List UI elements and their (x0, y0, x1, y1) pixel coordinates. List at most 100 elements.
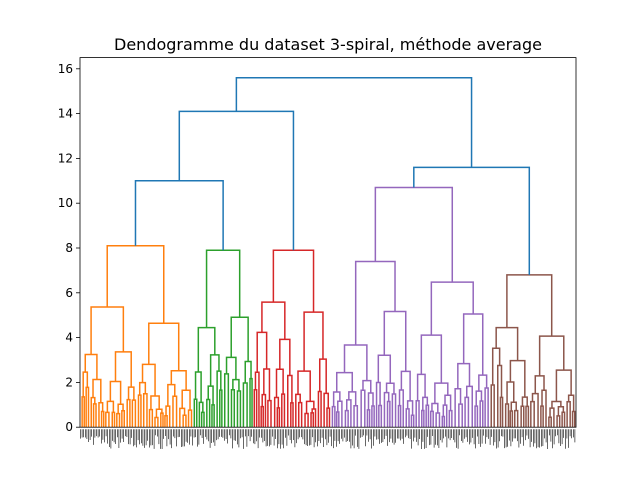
y-tick-label: 10 (58, 196, 73, 210)
cluster-link (167, 383, 176, 407)
cluster-link (318, 358, 327, 394)
cluster-link (506, 381, 515, 404)
cluster-link (499, 396, 504, 428)
cluster-link (458, 403, 463, 428)
cluster-link (127, 386, 135, 401)
cluster-link (260, 405, 264, 428)
chart-title: Dendogramme du dataset 3-spiral, méthode… (114, 35, 542, 54)
cluster-link (182, 414, 187, 428)
cluster-link (362, 379, 372, 393)
cluster-link (555, 369, 572, 402)
cluster-link (354, 260, 396, 345)
cluster-link (391, 393, 397, 428)
cluster-link (405, 408, 410, 428)
cluster-link (82, 371, 89, 397)
cluster-link (385, 382, 395, 394)
cluster-link (164, 415, 168, 428)
y-tick-label: 2 (65, 375, 73, 389)
cluster-link (92, 403, 97, 428)
cluster-link (98, 402, 104, 428)
cluster-link (571, 410, 576, 428)
cluster-link (193, 398, 198, 428)
cluster-link (442, 404, 448, 428)
cluster-link (561, 411, 566, 428)
y-tick-label: 0 (65, 420, 73, 434)
cluster-link (100, 410, 105, 428)
y-axis: 0 2 4 6 8 10 12 14 16 (58, 62, 80, 434)
cluster-link (425, 404, 430, 428)
cluster-link (348, 391, 357, 406)
cluster-link (92, 378, 102, 403)
cluster-link (261, 301, 286, 340)
y-tick-label: 16 (58, 62, 73, 76)
cluster-link (406, 400, 414, 416)
cluster-link (148, 322, 180, 371)
cluster-link (541, 389, 547, 428)
cluster-link (179, 407, 186, 428)
cluster-link (261, 393, 267, 428)
top-link (235, 77, 473, 168)
cluster-link (430, 281, 474, 336)
cluster-link (116, 412, 121, 428)
cluster-link (557, 406, 565, 416)
cluster-link (484, 387, 489, 428)
cluster-link (323, 392, 330, 428)
cluster-link (249, 377, 253, 428)
cluster-link (435, 412, 441, 428)
cluster-link (346, 399, 352, 428)
cluster-link (131, 399, 137, 428)
cluster-link (429, 410, 434, 428)
y-tick-label: 14 (58, 107, 73, 121)
cluster-link (360, 389, 366, 428)
dendrogram-links (81, 77, 576, 428)
cluster-link (254, 371, 260, 428)
cluster-link (170, 370, 187, 391)
cluster-link (211, 404, 215, 428)
cluster-link (335, 371, 354, 393)
cluster-link (297, 370, 311, 402)
cluster-link (371, 405, 375, 428)
cluster-link (479, 400, 484, 428)
cluster-link (551, 400, 562, 409)
cluster-link (114, 351, 132, 388)
cluster-link (567, 394, 575, 412)
cluster-link (209, 354, 220, 387)
cluster-link (377, 354, 392, 384)
cluster-link (236, 390, 242, 428)
cluster-link (290, 402, 294, 428)
cluster-link (510, 401, 517, 412)
cluster-link (154, 416, 159, 428)
cluster-link (513, 409, 519, 428)
cluster-link (415, 399, 420, 428)
cluster-link (197, 326, 216, 373)
cluster-link (326, 407, 331, 428)
y-tick-label: 12 (58, 151, 73, 165)
cluster-link (279, 338, 291, 376)
y-tick-label: 6 (65, 286, 73, 300)
y-tick-label: 8 (65, 241, 73, 255)
leaf-ticks (80, 429, 576, 450)
cluster-link (335, 411, 340, 428)
cluster-link (337, 400, 343, 428)
cluster-link (534, 375, 545, 394)
cluster-link (304, 412, 309, 428)
cluster-link (187, 409, 193, 428)
cluster-link (464, 396, 470, 428)
cluster-link (366, 409, 371, 428)
cluster-link (400, 370, 411, 401)
cluster-link (509, 410, 514, 428)
plot-frame (79, 57, 577, 428)
cluster-link (549, 407, 555, 428)
cluster-link (332, 391, 341, 407)
cluster-link (194, 371, 202, 403)
cluster-link (540, 405, 544, 428)
cluster-link (375, 381, 381, 428)
cluster-link (126, 398, 131, 428)
cluster-link (206, 398, 211, 428)
y-tick-label: 4 (65, 331, 73, 345)
cluster-link (353, 404, 359, 428)
cluster-link (422, 396, 429, 411)
cluster-link (256, 331, 268, 373)
